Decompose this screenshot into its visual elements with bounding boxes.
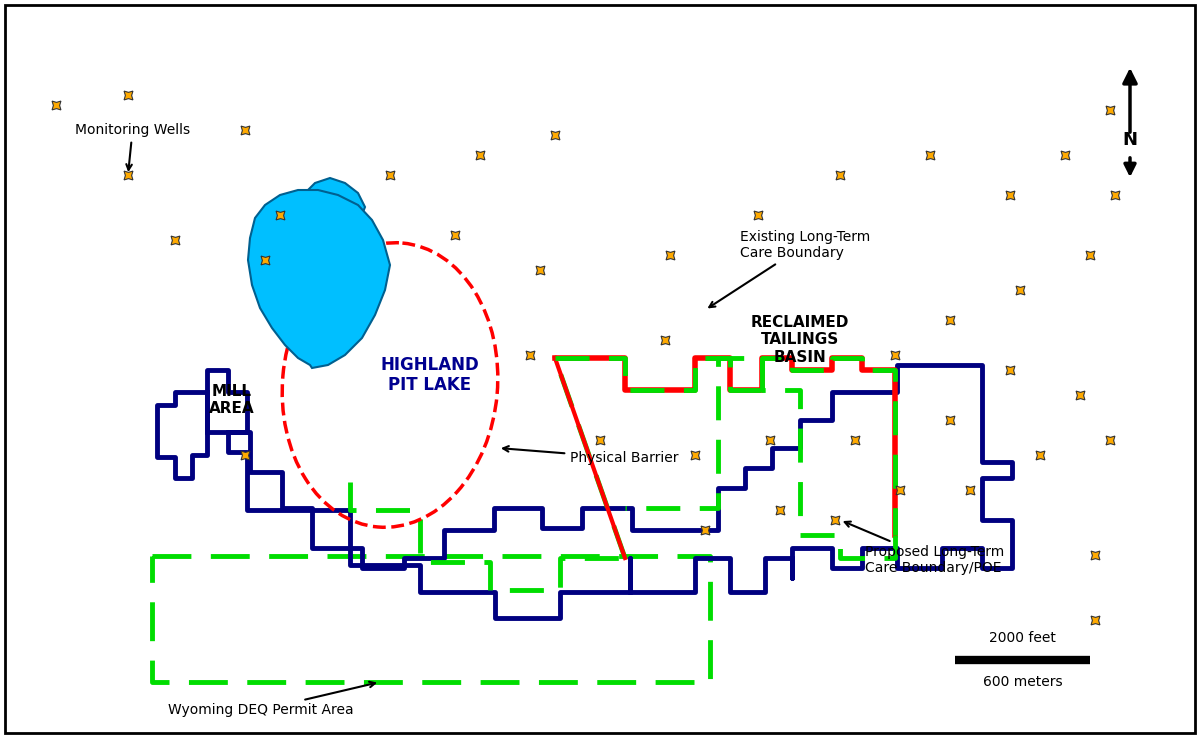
Text: Existing Long-Term
Care Boundary: Existing Long-Term Care Boundary bbox=[709, 230, 870, 307]
Text: MILL
AREA: MILL AREA bbox=[209, 384, 254, 416]
Text: RECLAIMED
TAILINGS
BASIN: RECLAIMED TAILINGS BASIN bbox=[751, 315, 850, 365]
Polygon shape bbox=[248, 190, 390, 368]
Text: N: N bbox=[1122, 131, 1138, 149]
Text: Physical Barrier: Physical Barrier bbox=[503, 446, 678, 465]
Text: Proposed Long-Term
Care Boundary/POE: Proposed Long-Term Care Boundary/POE bbox=[845, 522, 1004, 575]
Text: Wyoming DEQ Permit Area: Wyoming DEQ Permit Area bbox=[168, 682, 376, 717]
Text: 2000 feet: 2000 feet bbox=[989, 631, 1056, 645]
Text: Monitoring Wells: Monitoring Wells bbox=[74, 123, 190, 170]
Text: HIGHLAND
PIT LAKE: HIGHLAND PIT LAKE bbox=[380, 356, 479, 394]
Text: 600 meters: 600 meters bbox=[983, 675, 1062, 689]
Polygon shape bbox=[300, 178, 365, 235]
